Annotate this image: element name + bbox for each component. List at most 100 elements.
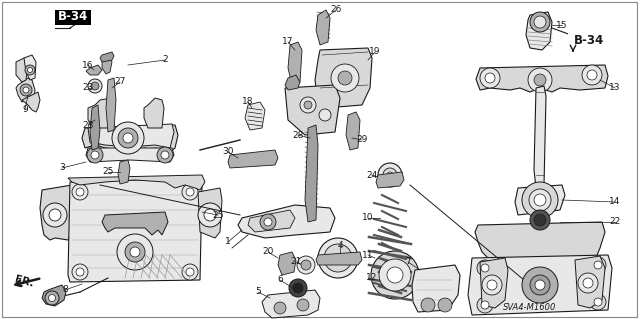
Polygon shape	[305, 125, 318, 222]
Circle shape	[87, 147, 103, 163]
Circle shape	[534, 16, 546, 28]
Circle shape	[530, 12, 550, 32]
Circle shape	[289, 279, 307, 297]
Text: B-34: B-34	[574, 33, 604, 47]
Circle shape	[482, 275, 502, 295]
Circle shape	[264, 218, 272, 226]
Circle shape	[300, 97, 316, 113]
Polygon shape	[468, 255, 612, 315]
Polygon shape	[412, 265, 460, 312]
Polygon shape	[316, 10, 330, 45]
Text: 9: 9	[22, 106, 28, 115]
Circle shape	[383, 168, 397, 182]
Polygon shape	[42, 285, 66, 306]
Polygon shape	[278, 252, 296, 275]
Circle shape	[485, 73, 495, 83]
Circle shape	[371, 251, 419, 299]
Circle shape	[319, 109, 331, 121]
Text: 3: 3	[59, 164, 65, 173]
Circle shape	[583, 278, 593, 288]
Circle shape	[20, 84, 32, 96]
Circle shape	[88, 79, 102, 93]
Text: 11: 11	[362, 250, 374, 259]
Polygon shape	[262, 290, 320, 318]
Circle shape	[578, 273, 598, 293]
Circle shape	[594, 298, 602, 306]
Polygon shape	[88, 124, 174, 148]
Text: 18: 18	[243, 98, 253, 107]
Circle shape	[534, 214, 546, 226]
Circle shape	[28, 68, 33, 72]
Circle shape	[186, 268, 194, 276]
Circle shape	[125, 242, 145, 262]
Polygon shape	[288, 42, 302, 85]
Circle shape	[72, 184, 88, 200]
Text: 1: 1	[225, 238, 231, 247]
Text: 24: 24	[366, 170, 378, 180]
Polygon shape	[315, 48, 372, 108]
Text: 14: 14	[609, 197, 621, 206]
Text: SVA4-M1600: SVA4-M1600	[503, 303, 557, 313]
Circle shape	[477, 297, 493, 313]
Circle shape	[72, 264, 88, 280]
Text: FR.: FR.	[13, 275, 35, 289]
Polygon shape	[118, 160, 130, 184]
Circle shape	[338, 71, 352, 85]
Polygon shape	[68, 175, 205, 190]
Circle shape	[161, 151, 169, 159]
Circle shape	[23, 87, 29, 93]
Circle shape	[331, 64, 359, 92]
Polygon shape	[16, 78, 35, 108]
Circle shape	[530, 210, 550, 230]
Text: 12: 12	[366, 273, 378, 283]
Polygon shape	[86, 148, 174, 162]
Text: 28: 28	[83, 121, 93, 130]
Circle shape	[421, 298, 435, 312]
Circle shape	[522, 182, 558, 218]
Circle shape	[304, 101, 312, 109]
Text: 4: 4	[337, 241, 343, 249]
Circle shape	[530, 275, 550, 295]
Circle shape	[477, 260, 493, 276]
Polygon shape	[198, 188, 222, 238]
Polygon shape	[90, 105, 100, 150]
Polygon shape	[228, 150, 278, 168]
Text: 20: 20	[262, 248, 274, 256]
Circle shape	[587, 70, 597, 80]
Polygon shape	[245, 102, 265, 130]
Text: 13: 13	[609, 84, 621, 93]
Circle shape	[582, 65, 602, 85]
Polygon shape	[534, 86, 546, 188]
Circle shape	[123, 133, 133, 143]
Text: 6: 6	[277, 276, 283, 285]
Circle shape	[387, 172, 393, 178]
Circle shape	[590, 294, 606, 310]
Circle shape	[301, 260, 311, 270]
Text: B-34: B-34	[58, 11, 88, 24]
Circle shape	[198, 203, 222, 227]
Circle shape	[318, 238, 358, 278]
Polygon shape	[526, 12, 552, 50]
Text: 16: 16	[83, 61, 93, 70]
Polygon shape	[480, 258, 508, 308]
Circle shape	[76, 268, 84, 276]
Circle shape	[91, 82, 99, 90]
Polygon shape	[16, 58, 28, 82]
Circle shape	[45, 291, 59, 305]
Circle shape	[438, 298, 452, 312]
Polygon shape	[515, 185, 565, 215]
Polygon shape	[144, 98, 164, 128]
Polygon shape	[22, 92, 40, 112]
Polygon shape	[40, 185, 74, 240]
Circle shape	[297, 299, 309, 311]
Polygon shape	[475, 222, 605, 262]
Circle shape	[25, 65, 35, 75]
Circle shape	[130, 247, 140, 257]
Circle shape	[529, 189, 551, 211]
Polygon shape	[476, 65, 608, 92]
Circle shape	[534, 194, 546, 206]
Circle shape	[590, 257, 606, 273]
Circle shape	[378, 163, 402, 187]
Text: 27: 27	[115, 78, 125, 86]
Text: 17: 17	[282, 38, 294, 47]
